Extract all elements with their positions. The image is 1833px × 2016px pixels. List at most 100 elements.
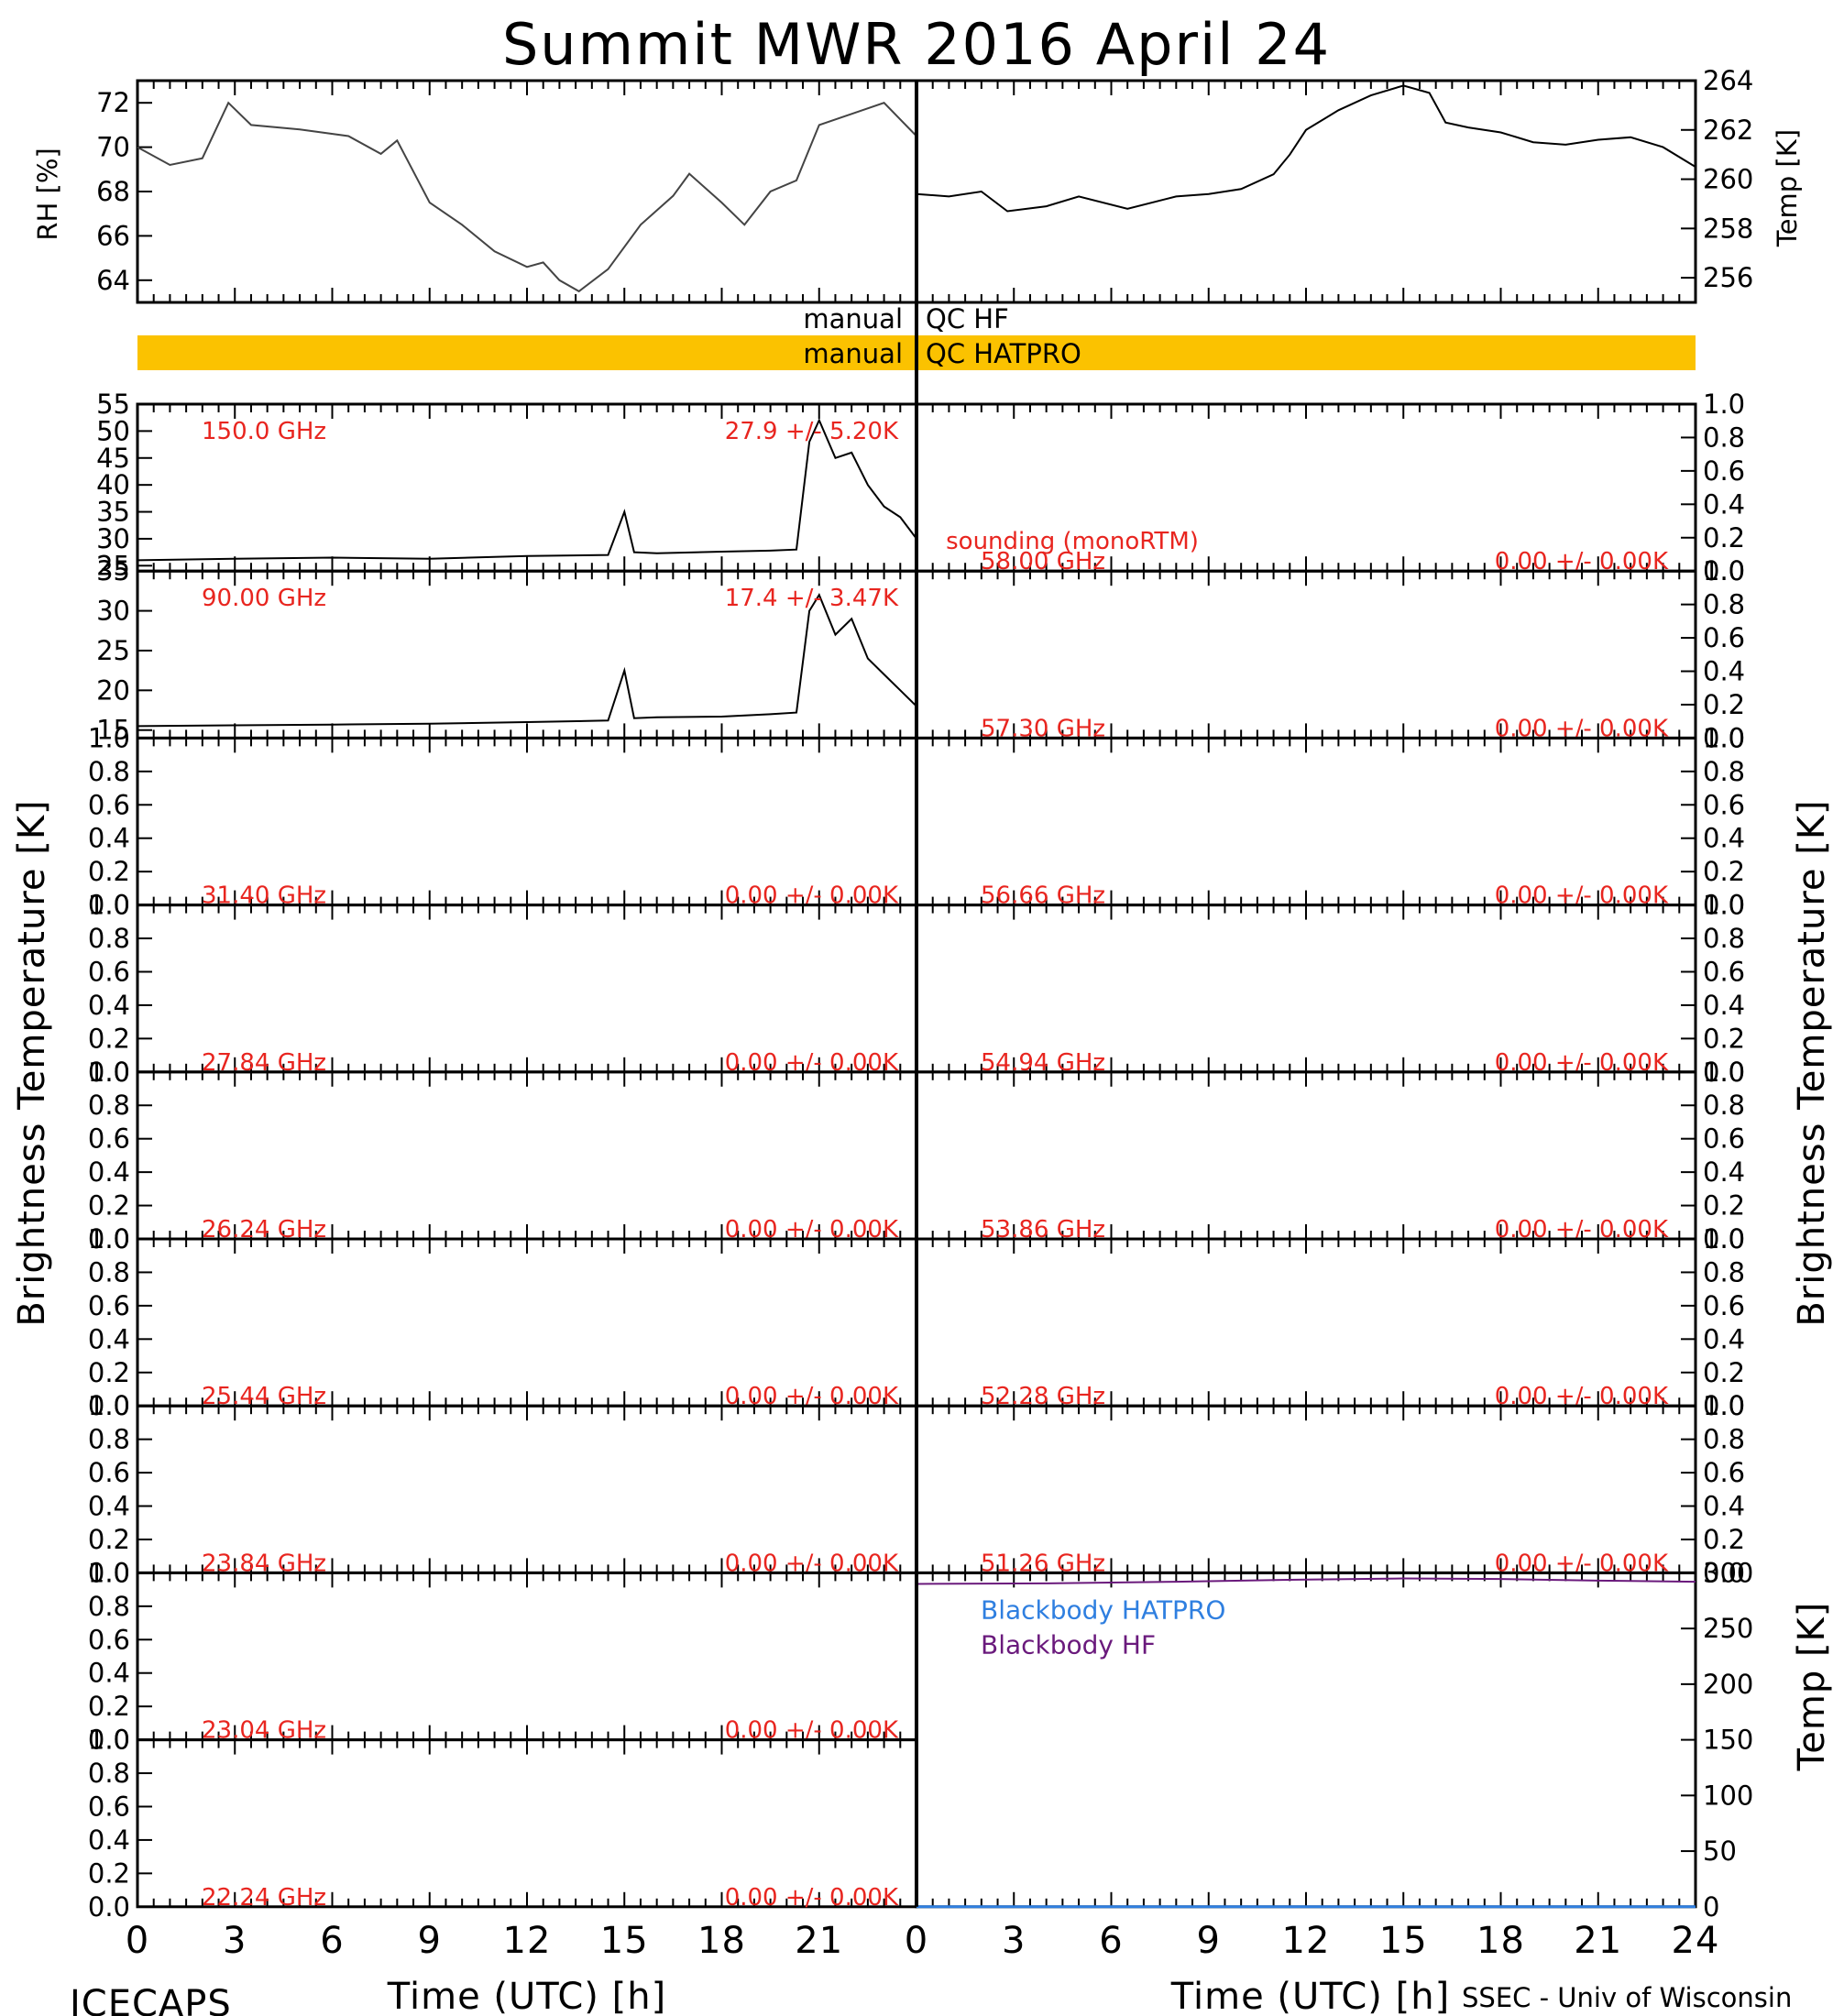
- rh-panel: [136, 79, 918, 304]
- y-tick-label: 1.0: [1703, 1223, 1745, 1255]
- y-tick-label: 0.6: [1703, 956, 1745, 987]
- y-tick-label: 0.8: [1703, 923, 1745, 954]
- y-tick-label: 0: [1703, 1891, 1719, 1923]
- x-tick-label: 18: [1476, 1920, 1525, 1962]
- bt-left-panel: [136, 1237, 918, 1408]
- y-tick-label: 72: [96, 87, 130, 118]
- bt-right-panel: [915, 904, 1697, 1074]
- y-tick-label: 0.2: [88, 1857, 130, 1889]
- bt-right-panel: [915, 736, 1697, 907]
- y-tick-label: 260: [1703, 164, 1753, 195]
- x-label-right: Time (UTC) [h]: [1170, 1976, 1450, 2016]
- y-tick-label: 0.8: [88, 1256, 130, 1287]
- y-tick-label: 66: [96, 220, 130, 251]
- y-tick-label: 0.4: [88, 1491, 130, 1522]
- y-tick-label: 0.0: [1703, 1557, 1745, 1588]
- x-tick-label: 6: [1099, 1920, 1123, 1962]
- y-tick-label: 0.8: [88, 1090, 130, 1121]
- y-tick-label: 20: [96, 674, 130, 706]
- bb-temp-label: Temp [K]: [1791, 1602, 1833, 1772]
- y-tick-label: 0.4: [1703, 1491, 1745, 1522]
- y-tick-label: 0.6: [1703, 789, 1745, 820]
- y-tick-label: 0.6: [88, 789, 130, 820]
- y-tick-label: 40: [96, 469, 130, 500]
- y-tick-label: 0.4: [1703, 1323, 1745, 1354]
- x-tick-label: 12: [503, 1920, 552, 1962]
- y-tick-label: 0.2: [88, 1023, 130, 1054]
- y-tick-label: 258: [1703, 213, 1753, 244]
- x-label-left: Time (UTC) [h]: [387, 1976, 666, 2016]
- y-tick-label: 0.6: [88, 1123, 130, 1155]
- y-tick-label: 0.8: [88, 1758, 130, 1789]
- y-tick-label: 0.0: [1703, 555, 1745, 586]
- y-tick-label: 250: [1703, 1613, 1753, 1644]
- y-tick-label: 0.8: [1703, 1090, 1745, 1121]
- y-tick-label: 0.4: [88, 1156, 130, 1188]
- y-tick-label: 262: [1703, 115, 1753, 146]
- temp-label: Temp [K]: [1772, 129, 1803, 247]
- y-tick-label: 0.0: [88, 1725, 130, 1756]
- bt-150-line: [137, 418, 917, 562]
- y-tick-label: 1.0: [1703, 1390, 1745, 1421]
- y-tick-label: 0.0: [88, 1057, 130, 1088]
- y-tick-label: 0.8: [88, 1424, 130, 1455]
- legend-blackbody-hatpro: Blackbody HATPRO: [981, 1594, 1225, 1625]
- x-tick-label: 0: [905, 1920, 928, 1962]
- y-tick-label: 0.2: [1703, 856, 1745, 887]
- y-tick-label: 0.2: [88, 1357, 130, 1388]
- channel-frequency-label: 90.00 GHz: [202, 585, 326, 612]
- y-tick-label: 0.2: [88, 1691, 130, 1722]
- blackbody-hf-line: [916, 1577, 1696, 1585]
- temp-panel: [915, 79, 1697, 304]
- bt-right-panel: [915, 1404, 1697, 1574]
- y-tick-label: 1.0: [1703, 722, 1745, 753]
- y-tick-label: 0.6: [88, 1290, 130, 1321]
- y-tick-label: 0.8: [1703, 589, 1745, 620]
- y-tick-label: 35: [96, 555, 130, 586]
- rh-label: RH [%]: [32, 148, 63, 240]
- sounding-label: sounding (monoRTM): [946, 528, 1199, 555]
- channel-frequency-label: 150.0 GHz: [202, 418, 326, 445]
- chart-title: Summit MWR 2016 April 24: [502, 11, 1331, 78]
- temp-series-line: [916, 84, 1696, 213]
- bt-right-panel: [915, 569, 1697, 740]
- y-tick-label: 68: [96, 176, 130, 207]
- y-tick-label: 0.4: [1703, 823, 1745, 854]
- y-tick-label: 300: [1703, 1557, 1753, 1588]
- y-tick-label: 0.6: [1703, 622, 1745, 653]
- y-tick-label: 1.0: [1703, 890, 1745, 921]
- y-tick-label: 1.0: [1703, 389, 1745, 420]
- bt-90-line: [137, 592, 917, 728]
- y-tick-label: 0.2: [1703, 1524, 1745, 1555]
- y-tick-label: 0.2: [1703, 1190, 1745, 1222]
- y-tick-label: 256: [1703, 262, 1753, 293]
- y-tick-label: 0.0: [1703, 1223, 1745, 1255]
- y-tick-label: 0.2: [1703, 1023, 1745, 1054]
- y-tick-label: 0.0: [88, 890, 130, 921]
- y-tick-label: 1.0: [88, 890, 130, 921]
- x-tick-label: 3: [1002, 1920, 1026, 1962]
- qc-hatpro-left: manual: [803, 338, 903, 369]
- x-tick-label: 24: [1672, 1920, 1720, 1962]
- rh-series-line: [137, 101, 917, 293]
- channel-frequency-label: 22.24 GHz: [202, 1884, 326, 1912]
- y-tick-label: 0.2: [88, 1190, 130, 1222]
- y-tick-label: 0.4: [1703, 1156, 1745, 1188]
- y-tick-label: 0.6: [1703, 1290, 1745, 1321]
- y-tick-label: 0.8: [1703, 756, 1745, 787]
- x-tick-label: 0: [126, 1920, 149, 1962]
- y-tick-label: 0.2: [88, 856, 130, 887]
- y-tick-label: 25: [96, 550, 130, 581]
- y-tick-label: 0.0: [1703, 1057, 1745, 1088]
- y-tick-label: 0.2: [1703, 522, 1745, 553]
- bt-left-panel: [136, 1738, 918, 1909]
- y-tick-label: 0.4: [1703, 990, 1745, 1021]
- y-tick-label: 35: [96, 497, 130, 528]
- x-tick-label: 6: [320, 1920, 344, 1962]
- y-tick-label: 0.6: [88, 956, 130, 987]
- x-tick-label: 15: [1379, 1920, 1428, 1962]
- y-tick-label: 1.0: [88, 1390, 130, 1421]
- y-tick-label: 0.6: [1703, 455, 1745, 487]
- y-tick-label: 0.4: [88, 1323, 130, 1354]
- y-tick-label: 200: [1703, 1669, 1753, 1700]
